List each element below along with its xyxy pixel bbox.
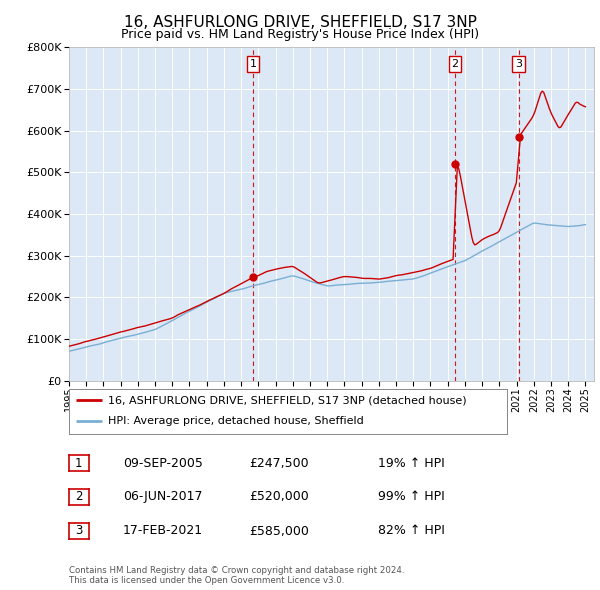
- Text: 1: 1: [250, 59, 257, 69]
- Text: 09-SEP-2005: 09-SEP-2005: [123, 457, 203, 470]
- Text: 3: 3: [515, 59, 522, 69]
- Text: HPI: Average price, detached house, Sheffield: HPI: Average price, detached house, Shef…: [109, 417, 364, 426]
- Text: 06-JUN-2017: 06-JUN-2017: [123, 490, 203, 503]
- Text: 1: 1: [75, 457, 83, 470]
- Text: £520,000: £520,000: [249, 490, 309, 503]
- Text: 16, ASHFURLONG DRIVE, SHEFFIELD, S17 3NP: 16, ASHFURLONG DRIVE, SHEFFIELD, S17 3NP: [124, 15, 476, 30]
- Text: 16, ASHFURLONG DRIVE, SHEFFIELD, S17 3NP (detached house): 16, ASHFURLONG DRIVE, SHEFFIELD, S17 3NP…: [109, 395, 467, 405]
- Text: 3: 3: [75, 525, 83, 537]
- Text: £247,500: £247,500: [249, 457, 308, 470]
- Text: 19% ↑ HPI: 19% ↑ HPI: [378, 457, 445, 470]
- Text: £585,000: £585,000: [249, 525, 309, 537]
- Text: Price paid vs. HM Land Registry's House Price Index (HPI): Price paid vs. HM Land Registry's House …: [121, 28, 479, 41]
- Text: 99% ↑ HPI: 99% ↑ HPI: [378, 490, 445, 503]
- Text: 2: 2: [452, 59, 458, 69]
- Text: Contains HM Land Registry data © Crown copyright and database right 2024.
This d: Contains HM Land Registry data © Crown c…: [69, 566, 404, 585]
- Text: 2: 2: [75, 490, 83, 503]
- Text: 82% ↑ HPI: 82% ↑ HPI: [378, 525, 445, 537]
- Text: 17-FEB-2021: 17-FEB-2021: [123, 525, 203, 537]
